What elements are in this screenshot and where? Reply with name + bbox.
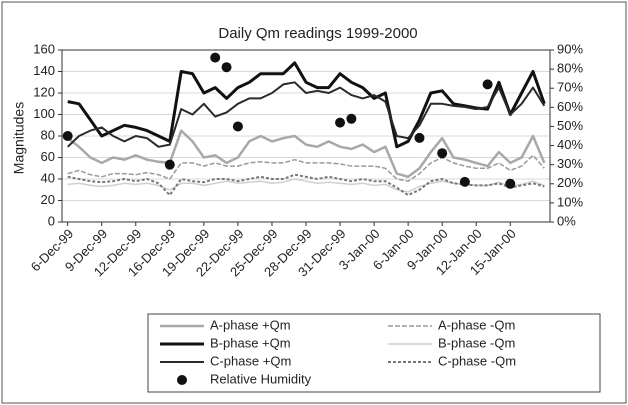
y2-tick-label: 50% — [557, 118, 583, 133]
humidity-point — [164, 159, 175, 170]
humidity-point — [335, 117, 346, 128]
y-tick-label: 160 — [33, 41, 55, 56]
y-tick-label: 60 — [41, 149, 55, 164]
y-tick-label: 0 — [48, 213, 55, 228]
legend-label: A-phase +Qm — [210, 317, 291, 332]
legend-label: B-phase +Qm — [210, 335, 291, 350]
y2-tick-label: 40% — [557, 137, 583, 152]
y-tick-label: 20 — [41, 192, 55, 207]
series-line — [66, 129, 546, 179]
legend-label: B-phase -Qm — [438, 335, 515, 350]
humidity-point — [62, 131, 73, 141]
humidity-point — [346, 113, 357, 124]
legend-label: Relative Humidity — [210, 371, 312, 386]
legend-box — [147, 313, 601, 393]
series-line — [67, 154, 545, 182]
humidity-point — [210, 52, 221, 63]
y2-tick-label: 0% — [557, 213, 576, 228]
y-tick-label: 100 — [33, 106, 55, 121]
series-line — [67, 81, 546, 148]
y2-tick-label: 60% — [557, 99, 583, 114]
y-tick-label: 120 — [33, 84, 55, 99]
humidity-point — [459, 176, 470, 187]
y-tick-label: 40 — [41, 170, 55, 185]
y2-tick-label: 10% — [557, 194, 583, 209]
legend-marker — [177, 375, 187, 385]
y-axis-label: Magnitudes — [11, 102, 27, 174]
humidity-point — [414, 132, 425, 143]
series-line — [67, 61, 546, 149]
y2-tick-label: 70% — [557, 80, 583, 95]
legend-label: C-phase -Qm — [438, 353, 516, 368]
y-tick-label: 80 — [41, 127, 55, 142]
humidity-point — [221, 62, 232, 73]
legend-label: C-phase +Qm — [210, 353, 291, 368]
humidity-point — [437, 148, 448, 159]
y2-tick-label: 20% — [557, 175, 583, 190]
humidity-point — [505, 178, 516, 189]
humidity-point — [232, 121, 243, 132]
y2-tick-label: 90% — [557, 41, 583, 56]
y2-tick-label: 80% — [557, 61, 583, 76]
legend-label: A-phase -Qm — [438, 317, 515, 332]
chart-title: Daily Qm readings 1999-2000 — [218, 25, 417, 42]
humidity-point — [482, 79, 493, 90]
y-tick-label: 140 — [33, 63, 55, 78]
y2-tick-label: 30% — [557, 156, 583, 171]
